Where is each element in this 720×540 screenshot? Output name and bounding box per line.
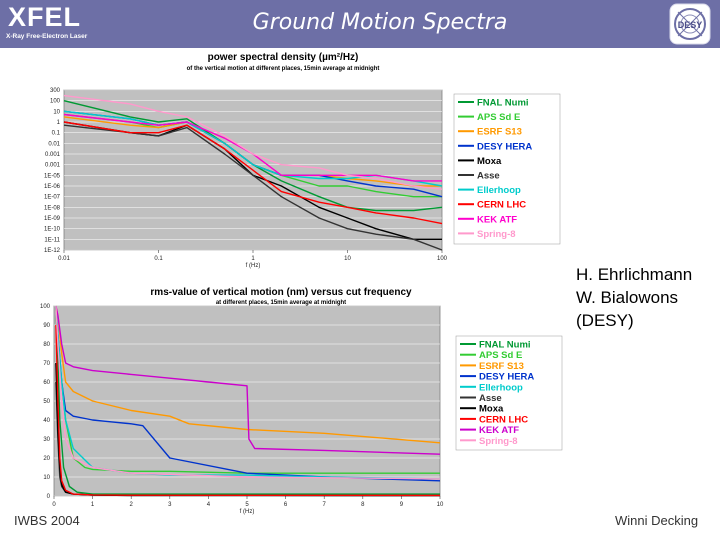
y-tick-label: 1E-06 — [44, 184, 61, 190]
series-line — [63, 94, 443, 190]
chart-title: rms-value of vertical motion (nm) versus… — [150, 287, 412, 298]
xfel-logo-subtitle: X-Ray Free-Electron Laser — [6, 33, 88, 40]
desy-logo-text: DESY — [678, 20, 703, 30]
y-tick-label: 90 — [43, 323, 50, 329]
y-tick-label: 0.01 — [48, 141, 60, 147]
x-tick-label: 2 — [130, 502, 134, 508]
footer-author: Winni Decking — [615, 513, 699, 528]
legend-entry: Ellerhoop — [479, 382, 523, 393]
psd-chart: power spectral density (µm²/Hz) of the ve… — [44, 52, 561, 269]
x-tick-label: 9 — [400, 502, 404, 508]
x-tick-label: 1 — [91, 502, 95, 508]
legend-entry: APS Sd E — [477, 112, 520, 123]
legend-entry: Ellerhoop — [477, 185, 521, 196]
y-tick-label: 1E-12 — [44, 248, 61, 254]
legend-entry: Asse — [477, 171, 500, 182]
series-line — [55, 305, 441, 455]
credit-author-1: H. Ehrlichmann — [576, 265, 693, 284]
x-axis-label: f (Hz) — [246, 263, 261, 269]
x-tick-label: 0.1 — [154, 256, 163, 262]
series-line — [63, 113, 442, 182]
y-tick-label: 0.001 — [45, 163, 61, 169]
legend-entry: CERN LHC — [477, 200, 526, 211]
legend-entry: Moxa — [479, 404, 504, 415]
series-line — [55, 305, 441, 480]
y-tick-label: 50 — [43, 399, 50, 405]
legend-entry: CERN LHC — [479, 414, 528, 425]
xfel-logo: XFEL X-Ray Free-Electron Laser — [2, 2, 107, 46]
y-tick-label: 40 — [43, 418, 50, 424]
legend-entry: DESY HERA — [477, 141, 532, 152]
legend-entry: Spring-8 — [479, 436, 518, 447]
x-tick-label: 4 — [207, 502, 211, 508]
y-tick-label: 20 — [43, 456, 50, 462]
series-line — [55, 305, 440, 495]
y-tick-label: 1E-05 — [44, 173, 61, 179]
y-tick-label: 100 — [40, 304, 51, 310]
rms-chart: rms-value of vertical motion (nm) versus… — [40, 287, 563, 515]
series-line — [63, 100, 443, 212]
legend-entry: Spring-8 — [477, 229, 516, 240]
chart-subtitle: of the vertical motion at different plac… — [187, 66, 380, 72]
series-line — [55, 305, 441, 444]
series-line — [63, 124, 443, 251]
x-axis-label: f (Hz) — [240, 509, 255, 515]
credit-affiliation: (DESY) — [576, 311, 634, 330]
y-tick-label: 30 — [43, 437, 50, 443]
y-tick-label: 80 — [43, 342, 50, 348]
y-tick-label: 1E-07 — [44, 195, 61, 201]
xfel-logo-text: XFEL — [8, 2, 82, 32]
y-tick-label: 1 — [57, 120, 61, 126]
credits: H. Ehrlichmann W. Bialowons (DESY) — [576, 263, 720, 332]
series-line — [55, 324, 441, 497]
y-tick-label: 1E-11 — [44, 237, 60, 243]
x-tick-label: 3 — [168, 502, 172, 508]
legend-entry: Asse — [479, 393, 502, 404]
legend-entry: DESY HERA — [479, 372, 534, 383]
legend-entry: Moxa — [477, 156, 502, 167]
x-tick-label: 10 — [344, 256, 351, 262]
x-tick-label: 10 — [437, 502, 444, 508]
x-tick-label: 7 — [323, 502, 327, 508]
legend-entry: KEK ATF — [479, 425, 519, 436]
x-tick-label: 0.01 — [58, 256, 70, 262]
y-tick-label: 10 — [53, 109, 60, 115]
y-tick-label: 0.1 — [52, 131, 61, 137]
y-tick-label: 1E-10 — [44, 227, 61, 233]
slide-title: Ground Motion Spectra — [252, 10, 508, 35]
y-tick-label: 1E-09 — [44, 216, 61, 222]
credit-author-2: W. Bialowons — [576, 288, 679, 307]
y-tick-label: 0.001 — [45, 152, 61, 158]
x-tick-label: 100 — [437, 256, 448, 262]
x-tick-label: 6 — [284, 502, 288, 508]
y-tick-label: 100 — [50, 99, 61, 105]
chart-subtitle: at different places, 15min average at mi… — [216, 300, 346, 306]
x-tick-label: 1 — [251, 256, 255, 262]
x-tick-label: 0 — [52, 502, 56, 508]
chart-title: power spectral density (µm²/Hz) — [208, 52, 359, 63]
series-line — [63, 121, 443, 225]
legend-entry: FNAL Numi — [479, 340, 531, 351]
footer-conference: IWBS 2004 — [14, 513, 80, 528]
y-tick-label: 60 — [43, 380, 50, 386]
y-tick-label: 1E-08 — [44, 205, 61, 211]
y-tick-label: 70 — [43, 361, 50, 367]
legend-entry: FNAL Numi — [477, 98, 529, 109]
legend-entry: KEK ATF — [477, 214, 517, 225]
x-tick-label: 8 — [361, 502, 365, 508]
legend-entry: ESRF S13 — [477, 127, 522, 138]
header-bar: XFEL X-Ray Free-Electron Laser Ground Mo… — [0, 0, 720, 48]
x-tick-label: 5 — [245, 502, 249, 508]
legend-entry: ESRF S13 — [479, 361, 524, 372]
desy-logo-icon: DESY — [669, 3, 711, 45]
y-tick-label: 0 — [47, 494, 51, 500]
y-tick-label: 300 — [50, 88, 61, 94]
y-tick-label: 10 — [43, 475, 50, 481]
legend-entry: APS Sd E — [479, 350, 522, 361]
